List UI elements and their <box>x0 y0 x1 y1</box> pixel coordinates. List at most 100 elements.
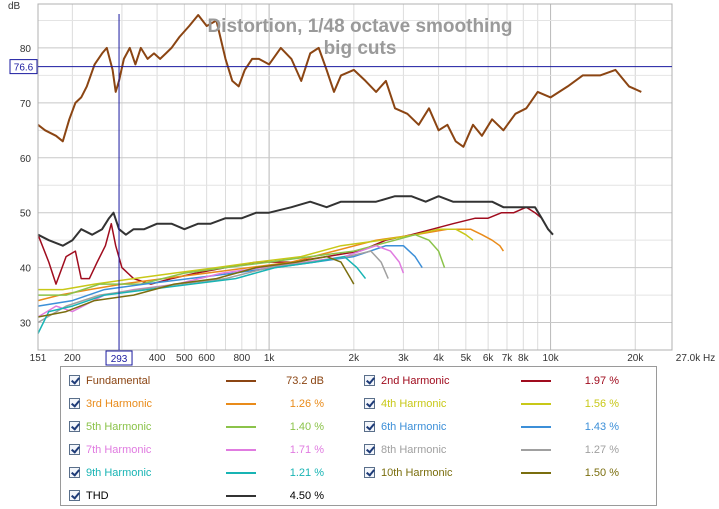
legend-label: 9th Harmonic <box>86 467 152 479</box>
legend-item-5th-harmonic: 5th Harmonic 1.40 % <box>61 418 656 436</box>
legend-swatch <box>521 426 551 428</box>
legend-label: THD <box>86 490 109 502</box>
legend-label: 7th Harmonic <box>86 444 152 456</box>
x-tick-label: 20k <box>627 353 644 364</box>
series-line-5th-harmonic <box>38 233 446 296</box>
legend-swatch <box>521 449 551 451</box>
legend-label: 8th Harmonic <box>381 444 447 456</box>
legend-item-thd: THD 4.50 % <box>61 487 656 505</box>
legend-checkbox-3rd-harmonic[interactable] <box>69 398 80 409</box>
legend-checkbox-5th-harmonic[interactable] <box>69 421 80 432</box>
cursor-y-label: 76.6 <box>14 63 34 74</box>
cursor-layer: 76.6 293 <box>9 14 672 366</box>
x-tick-label: 8k <box>518 353 530 364</box>
legend-value: 73.2 dB <box>286 375 324 387</box>
legend-value: 1.56 % <box>584 398 619 410</box>
series-line-thd <box>37 195 554 247</box>
legend-value: 1.71 % <box>289 444 324 456</box>
y-axis-label: dB <box>8 1 21 12</box>
x-tick-label: 400 <box>149 353 166 364</box>
x-tick-label: 10k <box>543 353 560 364</box>
x-tick-label: 200 <box>64 353 81 364</box>
legend-swatch <box>226 403 256 405</box>
series-layer <box>37 14 642 334</box>
series-line-9th-harmonic <box>37 255 367 334</box>
legend-swatch <box>226 472 256 474</box>
legend-label: Fundamental <box>86 375 151 387</box>
x-tick-label: 4k <box>433 353 445 364</box>
legend-value: 1.97 % <box>584 375 619 387</box>
x-tick-label: 5k <box>461 353 473 364</box>
y-tick-label: 70 <box>20 99 32 110</box>
legend-value: 1.40 % <box>289 421 324 433</box>
legend-value: 1.43 % <box>584 421 619 433</box>
legend-swatch <box>521 472 551 474</box>
legend-swatch <box>226 380 256 382</box>
series-line-fundamental <box>37 14 642 148</box>
series-line-4th-harmonic <box>38 228 474 291</box>
legend-value: 1.50 % <box>584 467 619 479</box>
y-tick-label: 30 <box>20 319 32 330</box>
legend-value: 1.27 % <box>584 444 619 456</box>
x-tick-label: 2k <box>349 353 361 364</box>
x-tick-label: 1k <box>264 353 276 364</box>
x-tick-label: 3k <box>398 353 410 364</box>
tick-labels: 151 200 400 500 600 800 1k 2k 3k 4k 5k 6k 7k 8k 10k 20k… <box>20 44 701 364</box>
distortion-chart[interactable]: 76.6 293 151 200 400 500 600 800 1k 2k 3k 4k 5k 6k 7k… <box>0 0 719 368</box>
legend-checkbox-10th-harmonic[interactable] <box>364 467 375 478</box>
x-tick-label: 27.0k <box>676 353 701 364</box>
series-line-10th-harmonic <box>37 255 355 318</box>
y-tick-label: 60 <box>20 154 32 165</box>
legend-checkbox-thd[interactable] <box>69 490 80 501</box>
legend-item-9th-harmonic: 9th Harmonic 1.21 % <box>61 464 656 482</box>
legend-checkbox-6th-harmonic[interactable] <box>364 421 375 432</box>
cursor-x-label: 293 <box>111 354 128 365</box>
legend-swatch <box>226 449 256 451</box>
legend-checkbox-8th-harmonic[interactable] <box>364 444 375 455</box>
x-tick-label: 6k <box>483 353 495 364</box>
legend-value: 4.50 % <box>289 490 324 502</box>
legend-item-fundamental: Fundamental 73.2 dB <box>61 372 656 390</box>
legend-label: 2nd Harmonic <box>381 375 450 387</box>
legend-swatch <box>226 426 256 428</box>
legend-item-4th-harmonic: 4th Harmonic 1.56 % <box>61 395 656 413</box>
series-line-2nd-harmonic <box>37 206 543 285</box>
x-tick-label: 800 <box>233 353 250 364</box>
legend-label: 4th Harmonic <box>381 398 447 410</box>
chart-title: Distortion, 1/48 octave smoothing <box>207 16 512 37</box>
legend-swatch <box>226 495 256 497</box>
legend-item-2nd-harmonic: 2nd Harmonic 1.97 % <box>61 372 656 390</box>
legend-checkbox-4th-harmonic[interactable] <box>364 398 375 409</box>
legend-label: 3rd Harmonic <box>86 398 153 410</box>
cursor-x-box <box>105 350 133 366</box>
legend-checkbox-2nd-harmonic[interactable] <box>364 375 375 386</box>
x-tick-label: 500 <box>176 353 193 364</box>
legend-panel: Fundamental 73.2 dB 2nd Harmonic 1.97 % 3rd … <box>60 366 657 506</box>
chart-subtitle: big cuts <box>324 38 397 59</box>
legend-checkbox-7th-harmonic[interactable] <box>69 444 80 455</box>
legend-item-3rd-harmonic: 3rd Harmonic 1.26 % <box>61 395 656 413</box>
series-line-8th-harmonic <box>37 250 389 324</box>
cursor-y-box <box>9 59 38 75</box>
legend-value: 1.21 % <box>289 467 324 479</box>
legend-checkbox-fundamental[interactable] <box>69 375 80 386</box>
x-tick-label: 7k <box>502 353 514 364</box>
y-tick-label: 50 <box>20 209 32 220</box>
legend-item-8th-harmonic: 8th Harmonic 1.27 % <box>61 441 656 459</box>
x-tick-label: 151 <box>30 353 47 364</box>
legend-swatch <box>521 403 551 405</box>
series-line-7th-harmonic <box>37 244 405 318</box>
series-line-3rd-harmonic <box>37 228 505 302</box>
legend-item-6th-harmonic: 6th Harmonic 1.43 % <box>61 418 656 436</box>
legend-label: 5th Harmonic <box>86 421 152 433</box>
y-tick-label: 40 <box>20 264 32 275</box>
legend-checkbox-9th-harmonic[interactable] <box>69 467 80 478</box>
legend-item-10th-harmonic: 10th Harmonic 1.50 % <box>61 464 656 482</box>
x-axis-unit: Hz <box>703 353 715 364</box>
legend-label: 6th Harmonic <box>381 421 447 433</box>
legend-label: 10th Harmonic <box>381 467 453 479</box>
legend-swatch <box>521 380 551 382</box>
x-tick-label: 600 <box>198 353 215 364</box>
plot-frame <box>37 3 673 351</box>
y-tick-label: 80 <box>20 44 32 55</box>
